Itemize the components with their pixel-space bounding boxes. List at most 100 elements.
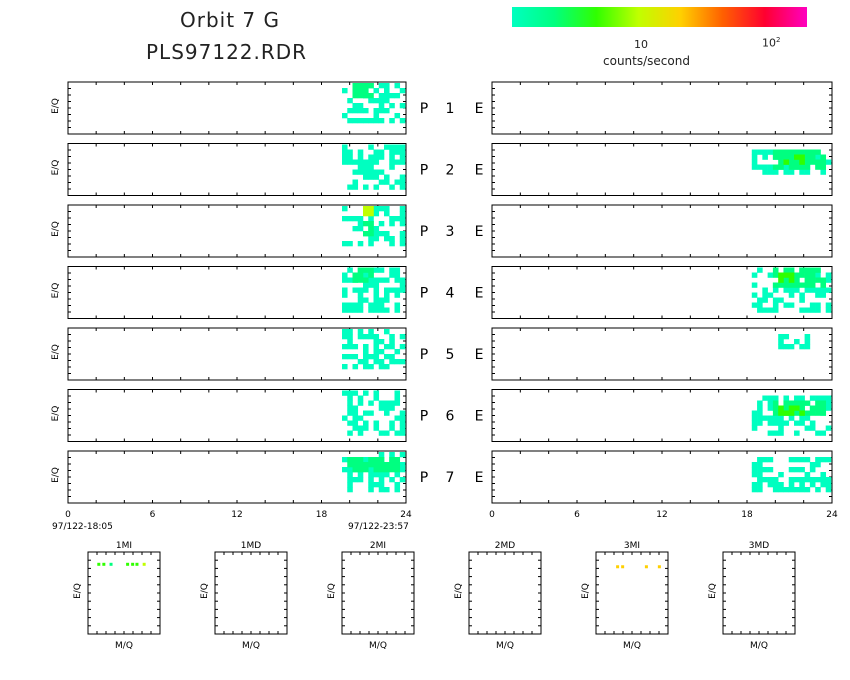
proton-panel-1-cell xyxy=(373,88,380,94)
proton-panel-4-cell xyxy=(347,277,353,283)
proton-panel-2-cell xyxy=(389,149,395,155)
electron-panel-4-cell xyxy=(772,272,779,278)
proton-panel-6-cell xyxy=(394,395,401,401)
proton-panel-6-cell xyxy=(368,410,374,416)
electron-panel-5-label-letter: E xyxy=(475,347,484,363)
proton-panel-1-cell xyxy=(378,98,385,104)
electron-panel-6-cell xyxy=(767,405,774,411)
proton-panel-4-cell xyxy=(368,282,374,288)
electron-panel-6-cell xyxy=(788,410,795,416)
proton-panel-1-cell xyxy=(378,83,385,89)
proton-panel-1-cell xyxy=(357,103,364,109)
electron-panel-6-cell xyxy=(820,410,827,416)
electron-panel-4-cell xyxy=(794,287,800,293)
electron-panel-7-cell xyxy=(809,477,816,483)
electron-panel-7-cell xyxy=(757,462,763,468)
electron-panel-6-cell xyxy=(804,400,811,406)
proton-panel-3-cell xyxy=(368,226,374,232)
proton-panel-1-cell xyxy=(342,88,348,94)
proton-panel-7-cell xyxy=(378,462,385,468)
proton-panel-4-cell xyxy=(368,307,374,313)
electron-panel-4-cell xyxy=(825,272,832,278)
electron-panel-7-cell xyxy=(820,477,827,483)
mass-panel-1mi-point xyxy=(126,562,130,566)
proton-panel-2-cell xyxy=(363,174,369,180)
electron-panel-2-cell xyxy=(783,154,790,160)
mass-panel-3mi-xlabel: M/Q xyxy=(623,641,641,651)
proton-panel-7-cell xyxy=(378,487,385,493)
proton-panel-7-cell xyxy=(378,477,385,483)
electron-panel-6-label-letter: E xyxy=(475,409,484,425)
electron-panel-5-cell xyxy=(778,339,784,345)
electron-panel-7-cell xyxy=(804,487,811,493)
electron-panel-4-cell xyxy=(751,292,758,298)
electron-panel-7-cell xyxy=(767,457,774,463)
proton-panel-1-cell xyxy=(384,83,390,89)
proton-panel-7-cell xyxy=(394,482,401,488)
proton-panel-7-cell xyxy=(373,462,380,468)
proton-panel-2-cell xyxy=(363,169,369,175)
proton-panel-1-cell xyxy=(394,113,401,119)
electron-panel-6-cell xyxy=(778,420,784,426)
proton-panel-1-label-number: 1 xyxy=(446,101,455,117)
electron-panel-6-cell xyxy=(778,430,784,436)
proton-xtick-label-24: 24 xyxy=(400,510,412,520)
proton-panel-4-cell xyxy=(384,287,390,293)
electron-panel-7-cell xyxy=(772,477,779,483)
electron-panel-5-cell xyxy=(778,334,784,340)
proton-panel-7-cell xyxy=(378,452,385,458)
mass-panel-1md-title: 1MD xyxy=(241,541,261,551)
electron-panel-2-cell xyxy=(788,159,795,165)
electron-panel-7-cell xyxy=(825,457,832,463)
proton-panel-3-cell xyxy=(384,231,390,237)
electron-panel-6-cell xyxy=(809,395,816,401)
proton-panel-4-cell xyxy=(384,277,390,283)
electron-panel-7-cell xyxy=(809,467,816,473)
electron-panel-4-label-letter: E xyxy=(475,286,484,302)
proton-panel-6-cell xyxy=(352,410,359,416)
electron-panel-5-cell xyxy=(783,334,790,340)
proton-panel-7-cell xyxy=(357,477,364,483)
electron-panel-7-cell xyxy=(799,482,805,488)
proton-panel-6-cell xyxy=(347,410,353,416)
electron-panel-2-cell xyxy=(772,149,779,155)
electron-panel-4-cell xyxy=(804,272,811,278)
proton-panel-6-cell xyxy=(357,400,364,406)
proton-panel-5-cell xyxy=(384,329,390,335)
electron-panel-7-cell xyxy=(815,462,821,468)
proton-panel-3-cell xyxy=(384,211,390,217)
proton-panel-7-cell xyxy=(368,457,374,463)
electron-panel-6-cell xyxy=(799,400,805,406)
electron-panel-4-cell xyxy=(783,277,790,283)
electron-panel-6-cell xyxy=(772,415,779,421)
proton-panel-2-cell xyxy=(389,154,395,160)
electron-panel-2-cell xyxy=(825,159,832,165)
mass-panel-3mi-ylabel: E/Q xyxy=(581,583,591,599)
proton-panel-4-cell xyxy=(394,267,401,273)
proton-panel-2-label-letter: P xyxy=(420,163,428,179)
electron-panel-4-cell xyxy=(783,282,790,288)
proton-panel-5-label-number: 5 xyxy=(446,347,455,363)
proton-panel-5-cell xyxy=(373,334,380,340)
electron-xtick-label-6: 6 xyxy=(574,510,580,520)
electron-panel-2-cell xyxy=(778,154,784,160)
proton-panel-4-cell xyxy=(399,282,406,288)
proton-panel-1-ylabel: E/Q xyxy=(51,98,61,114)
proton-panel-6-cell xyxy=(357,395,364,401)
electron-panel-2-cell xyxy=(820,154,827,160)
proton-panel-1-cell xyxy=(399,88,406,94)
electron-panel-4-cell xyxy=(809,282,816,288)
electron-panel-2-cell xyxy=(804,169,811,175)
electron-panel-4-cell xyxy=(788,302,795,308)
proton-panel-3-cell xyxy=(389,221,395,227)
electron-panel-6-cell xyxy=(762,415,768,421)
proton-panel-3-cell xyxy=(368,211,374,217)
proton-panel-1-cell xyxy=(357,83,364,89)
electron-panel-2-cell xyxy=(767,169,774,175)
proton-panel-5-cell xyxy=(378,349,385,355)
proton-panel-4-cell xyxy=(342,272,348,278)
proton-panel-5-cell xyxy=(394,349,401,355)
proton-panel-1-cell xyxy=(352,103,359,109)
proton-panel-2-cell xyxy=(368,154,374,160)
proton-panel-1-cell xyxy=(363,88,369,94)
